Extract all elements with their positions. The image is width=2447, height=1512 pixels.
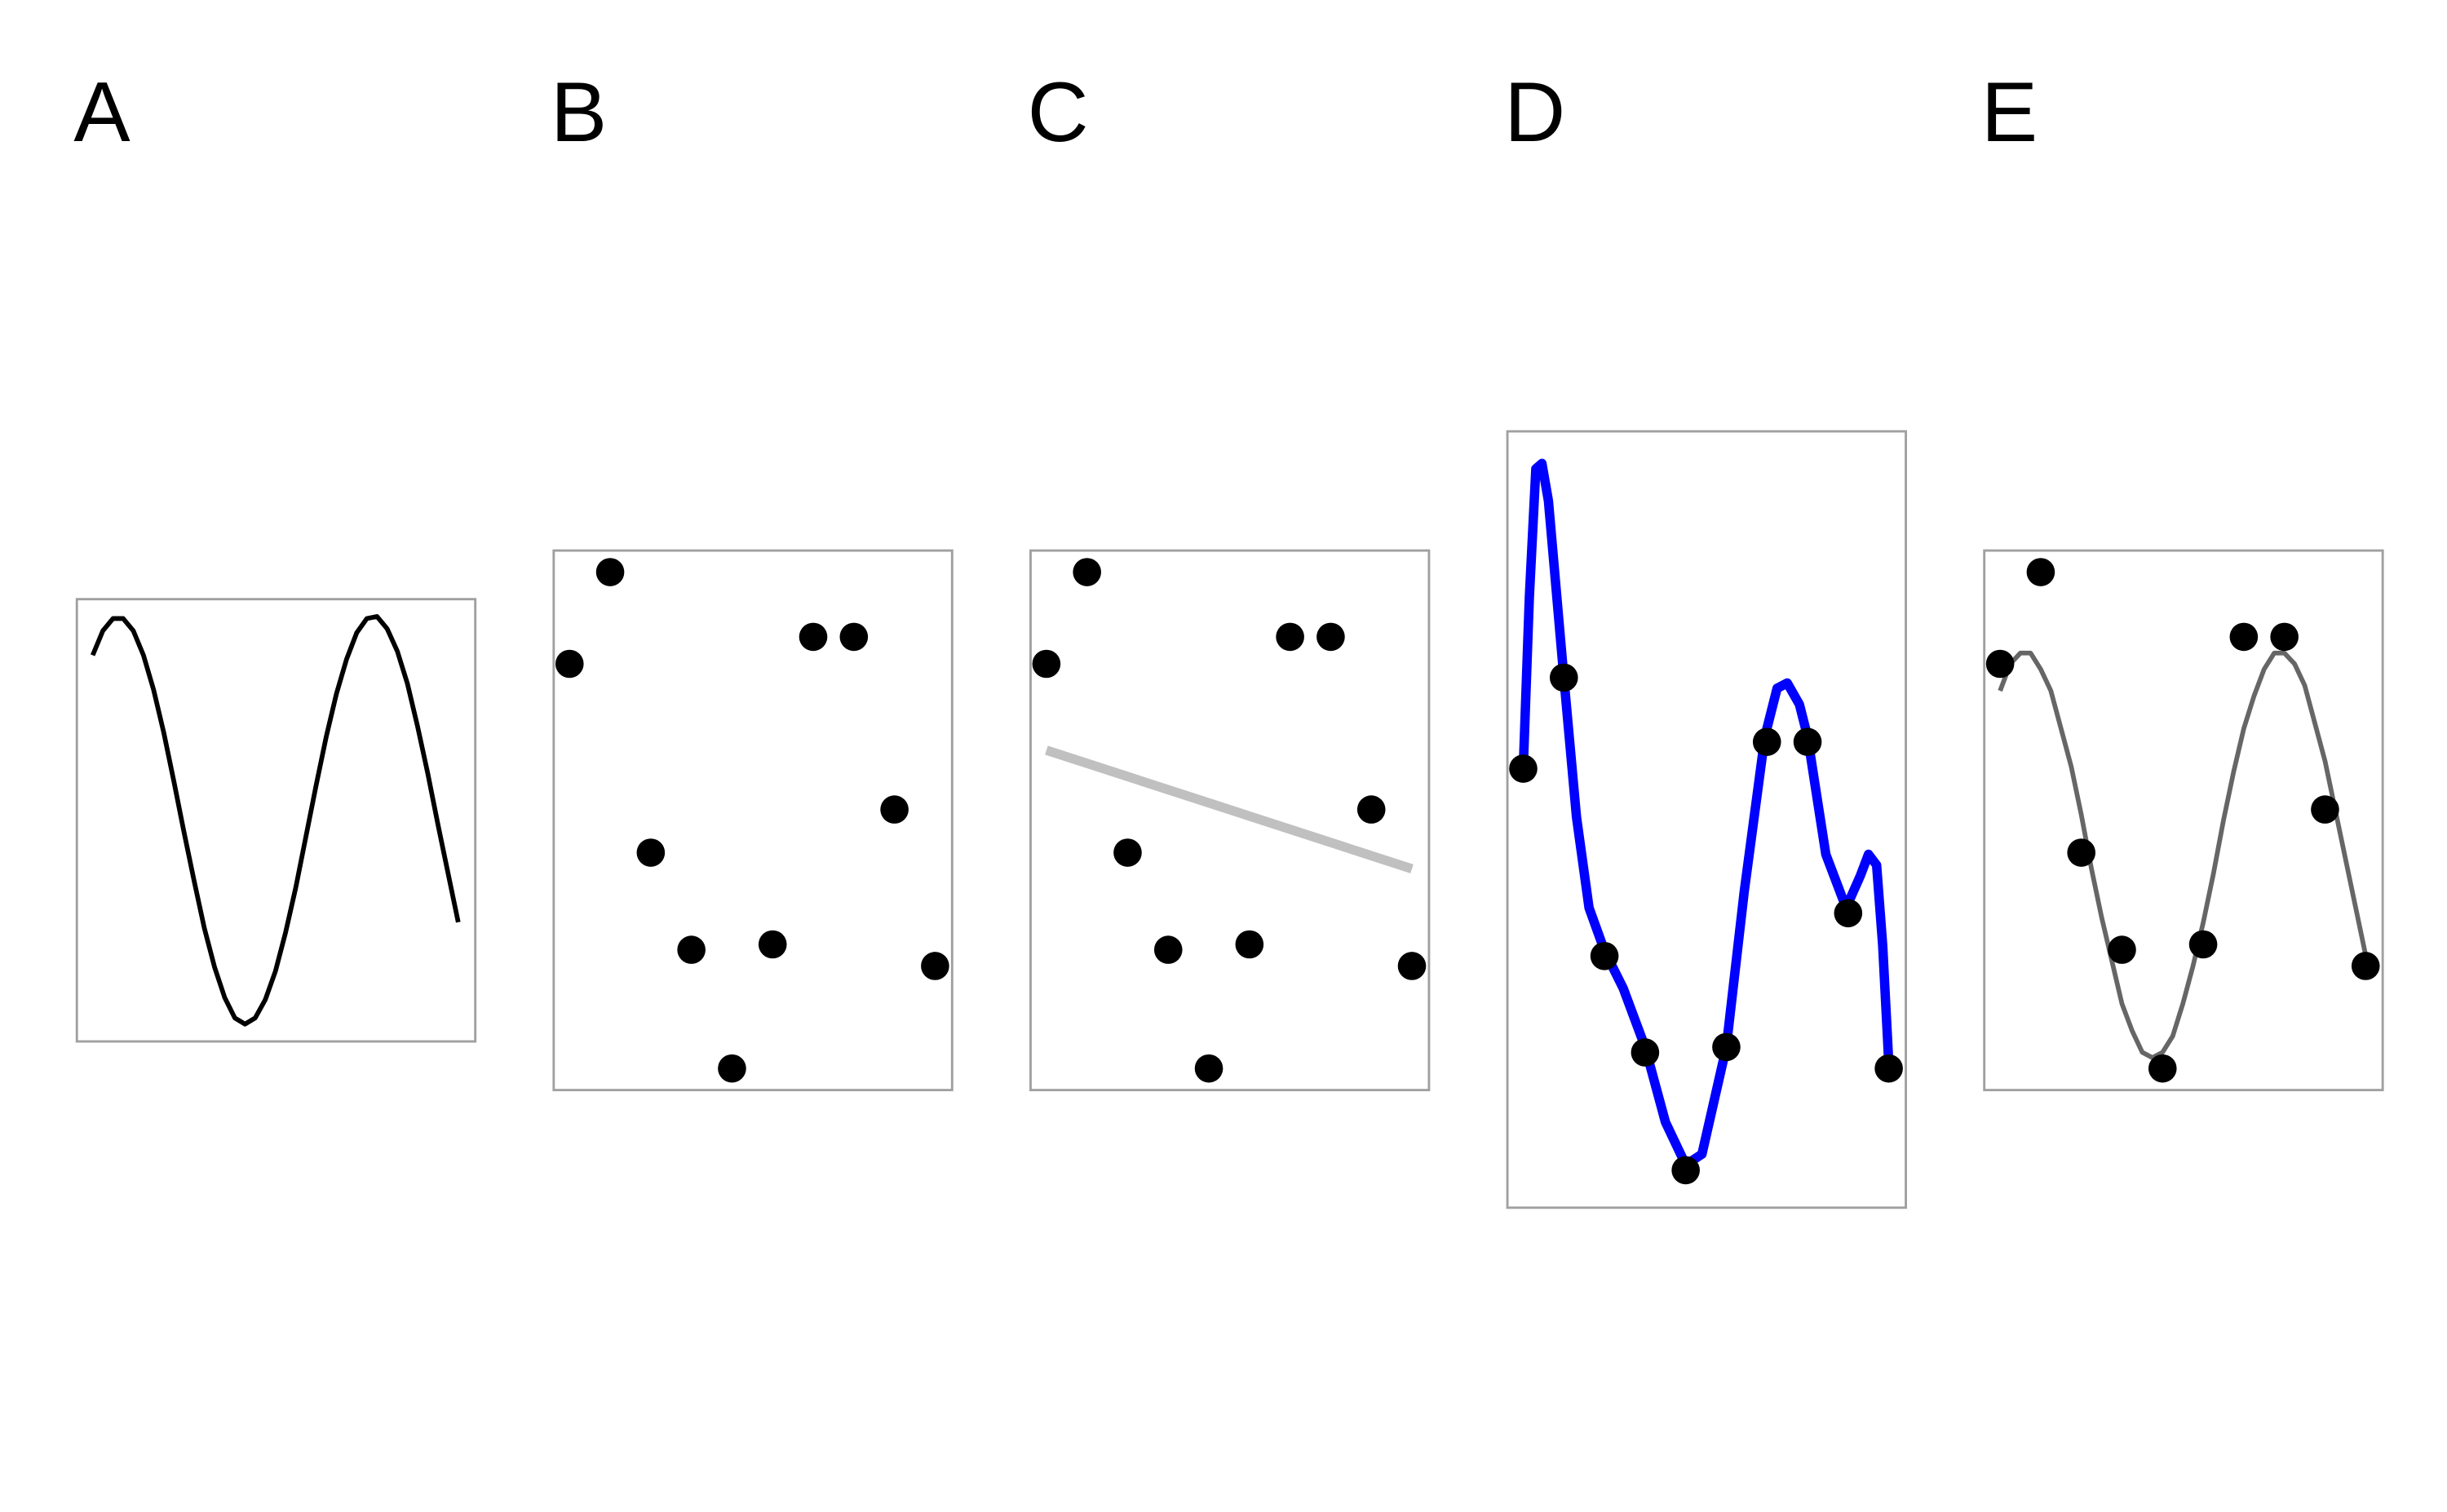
panel-label: C <box>1028 65 1089 160</box>
point <box>1793 727 1822 756</box>
point <box>1549 663 1578 692</box>
point <box>2311 795 2339 824</box>
point <box>2351 952 2380 980</box>
point <box>839 622 869 652</box>
point <box>799 622 828 652</box>
point <box>921 952 949 980</box>
point <box>2270 622 2299 652</box>
point <box>1276 622 1304 652</box>
point <box>1834 899 1863 928</box>
point <box>1590 941 1619 970</box>
point <box>2108 935 2136 964</box>
point <box>636 838 666 867</box>
point <box>718 1054 746 1083</box>
point <box>1113 838 1142 867</box>
point <box>1153 935 1183 964</box>
point <box>1752 727 1781 756</box>
curve <box>1998 650 2369 1060</box>
panel-frame <box>1506 430 1907 1209</box>
point <box>1032 649 1061 679</box>
point <box>1874 1054 1903 1083</box>
panel-frame <box>1029 549 1431 1092</box>
point <box>1712 1032 1741 1062</box>
curve <box>90 614 461 1027</box>
point <box>1631 1038 1660 1067</box>
point <box>1316 622 1345 652</box>
point <box>677 935 706 964</box>
curve <box>1518 458 1894 1170</box>
point <box>1397 952 1427 980</box>
point <box>2026 558 2055 586</box>
curve <box>1045 745 1414 873</box>
point <box>758 930 787 959</box>
point <box>2229 622 2259 652</box>
point <box>1671 1156 1700 1185</box>
point <box>1235 930 1264 959</box>
panel-label: A <box>73 65 131 160</box>
point <box>880 795 909 824</box>
point <box>1073 558 1101 586</box>
point <box>555 649 584 679</box>
point <box>2148 1054 2177 1083</box>
point <box>2188 930 2218 959</box>
point <box>1356 795 1386 824</box>
point <box>595 558 625 586</box>
panel-label: D <box>1504 65 1565 160</box>
point <box>2067 838 2096 867</box>
point <box>1194 1054 1224 1083</box>
point <box>1985 649 2015 679</box>
point <box>1509 754 1538 783</box>
panel-frame <box>1983 549 2384 1092</box>
panel-label: B <box>551 65 607 160</box>
panel-frame <box>552 549 954 1092</box>
panel-label: E <box>1981 65 2038 160</box>
panel-frame <box>75 598 477 1043</box>
